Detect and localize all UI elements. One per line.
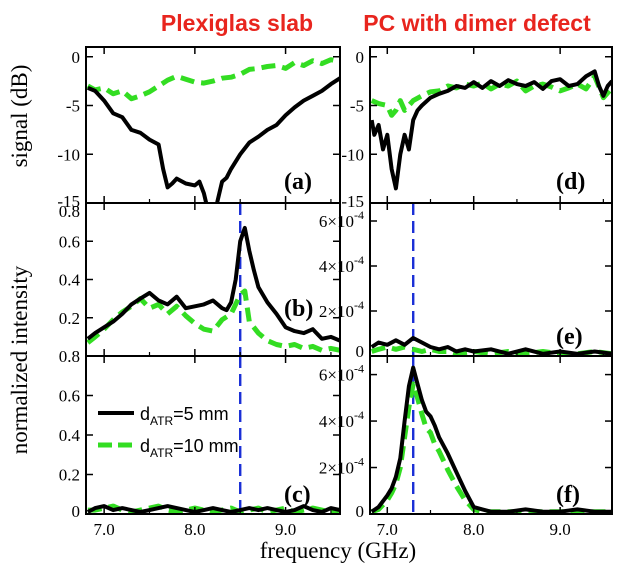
y-tick-label-f-3: 6×10-4 [319, 362, 364, 385]
legend-label-5mm: dATR=5 mm [140, 404, 229, 428]
y-axis-label-top: signal (dB) [7, 65, 32, 168]
panel-d: -15 -10 -5 0 (d) [341, 46, 613, 211]
y-tick-label-b-1: 0.4 [59, 271, 81, 290]
legend-label-10mm: dATR=10 mm [140, 436, 239, 460]
y-tick-label-e-2: 4×10-4 [319, 253, 364, 276]
panel-c: 7.0 8.0 9.0 0 0.2 0.4 0.6 0.8 (c) [59, 347, 341, 539]
y-tick-label-d-1: -10 [341, 145, 364, 164]
panel-a: -15 -10 -5 0 (a) [57, 46, 341, 211]
y-tick-label-e-0: 0 [356, 342, 365, 361]
title-left: Plexiglas slab [161, 10, 313, 36]
y-tick-label-d-3: 0 [356, 48, 365, 67]
y-tick-label-f-2: 4×10-4 [319, 408, 364, 431]
plot-area-d [370, 69, 612, 191]
y-tick-label-a-1: -10 [57, 145, 80, 164]
x-tick-label-c-2: 9.0 [275, 520, 296, 539]
y-tick-label-c-2: 0.4 [59, 426, 81, 445]
legend-rest-5mm: =5 mm [173, 404, 229, 424]
series-line-d-5mm [370, 69, 612, 191]
y-tick-label-e-1: 2×10-4 [319, 298, 364, 321]
legend-sub-5mm: ATR [150, 414, 173, 428]
y-tick-label-b-2: 0.6 [59, 232, 80, 251]
panel-b: 0.2 0.4 0.6 0.8 (b) [59, 202, 341, 357]
legend: dATR=5 mm dATR=10 mm [98, 404, 239, 460]
panel-label-a: (a) [284, 169, 312, 195]
series-line-b-5mm [86, 225, 340, 343]
y-tick-label-a-3: 0 [72, 48, 81, 67]
panel-label-c: (c) [284, 482, 311, 508]
y-tick-label-a-0: -15 [57, 192, 80, 211]
series-line-e-5mm [370, 336, 612, 356]
panel-f: 7.0 8.0 9.0 0 2×10-4 4×10-4 6×10-4 (f) [319, 355, 613, 539]
y-tick-label-a-2: -5 [66, 97, 80, 116]
series-line-f-5mm [370, 365, 612, 514]
x-tick-label-f-1: 8.0 [463, 520, 484, 539]
legend-rest-10mm: =10 mm [173, 436, 239, 456]
x-tick-label-c-0: 7.0 [94, 520, 115, 539]
y-tick-label-f-1: 2×10-4 [319, 455, 364, 478]
x-tick-label-c-1: 8.0 [184, 520, 205, 539]
y-tick-label-e-3: 6×10-4 [319, 208, 364, 231]
x-axis-label: frequency (GHz) [260, 538, 416, 563]
legend-sub-10mm: ATR [150, 446, 173, 460]
panel-label-d: (d) [556, 169, 585, 195]
y-tick-label-c-3: 0.6 [59, 387, 80, 406]
y-tick-label-c-1: 0.2 [59, 466, 80, 485]
y-tick-label-c-4: 0.8 [59, 347, 80, 366]
title-right: PC with dimer defect [363, 10, 591, 36]
y-tick-label-b-0: 0.2 [59, 309, 80, 328]
frame-f [369, 355, 613, 515]
x-tick-label-f-2: 9.0 [550, 520, 571, 539]
series-line-a-5mm [87, 76, 340, 203]
series-line-c-5mm [86, 504, 340, 514]
panels: -15 -10 -5 0 (a) 0.2 0.4 0.6 0.8 (b) 7.0 8.0 9.0 0 0.2… [57, 46, 613, 539]
plot-area-e [370, 203, 612, 356]
plot-area-a [86, 57, 340, 203]
panel-label-b: (b) [284, 296, 313, 322]
panel-e: 0 2×10-4 4×10-4 6×10-4 (e) [319, 202, 613, 361]
panel-label-e: (e) [556, 324, 583, 350]
y-tick-label-c-0: 0 [72, 502, 81, 521]
y-tick-label-d-2: -5 [350, 97, 364, 116]
y-tick-label-d-0: -15 [341, 192, 364, 211]
panel-label-f: (f) [556, 482, 580, 508]
x-tick-label-f-0: 7.0 [377, 520, 398, 539]
series-line-c-10mm [87, 503, 340, 514]
y-tick-label-b-3: 0.8 [59, 202, 80, 221]
y-axis-label-bottom: normalized intensity [7, 265, 32, 454]
plot-area-f [370, 356, 612, 514]
y-tick-label-f-0: 0 [356, 502, 365, 521]
plot-area-c [86, 356, 340, 514]
plot-area-b [86, 203, 340, 356]
series-line-a-10mm [86, 57, 340, 102]
